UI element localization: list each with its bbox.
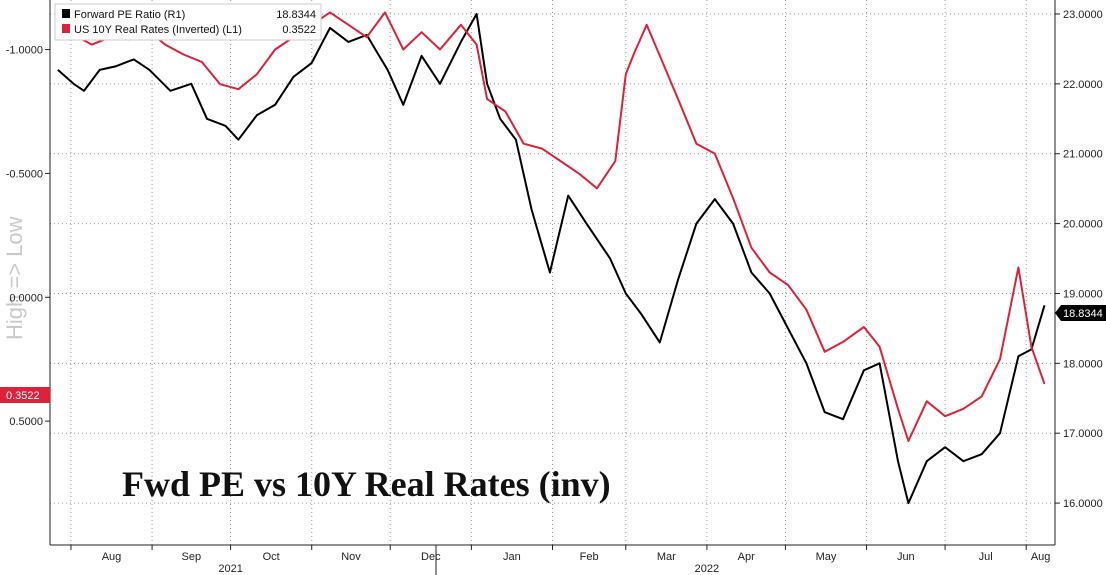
legend-swatch-pe [62, 9, 70, 18]
left-tick-label: 0.5000 [9, 416, 43, 428]
series-line-real-rates [57, 11, 1046, 442]
series-line-forward-pe [57, 13, 1046, 505]
left-tick-label: -1.0000 [6, 45, 43, 57]
x-tick-label: Dec [421, 551, 441, 563]
x-tick-label: Mar [657, 551, 676, 563]
x-tick-label: May [816, 551, 837, 563]
legend: Forward PE Ratio (R1) 18.8344 US 10Y Rea… [54, 3, 322, 41]
x-tick-label: Nov [341, 551, 361, 563]
right-tick-label: 22.0000 [1063, 79, 1103, 91]
right-value-tag: 18.8344 [1055, 305, 1106, 321]
grid-lines [50, 0, 1055, 545]
left-tick-labels: -1.0000 -0.5000 0.0000 0.5000 [6, 45, 50, 428]
right-tick-label: 21.0000 [1063, 149, 1103, 161]
right-value-tag-shape [1055, 305, 1106, 321]
chart-title: Fwd PE vs 10Y Real Rates (inv) [122, 464, 611, 504]
right-tick-labels: 16.0000 17.0000 18.0000 19.0000 20.0000 21.00… [1055, 9, 1103, 510]
x-tick-label: Apr [738, 551, 755, 563]
right-tick-label: 17.0000 [1063, 428, 1103, 440]
x-tick-label: Jan [503, 551, 521, 563]
series-lines [57, 11, 1046, 505]
legend-background [54, 3, 322, 41]
legend-label-real-rates: US 10Y Real Rates (Inverted) (L1) [74, 24, 242, 36]
legend-value-real-rates: 0.3522 [282, 24, 316, 36]
x-tick-label: Aug [1031, 551, 1051, 563]
legend-value-pe: 18.8344 [276, 9, 316, 21]
legend-label-pe: Forward PE Ratio (R1) [74, 9, 185, 21]
right-tick-label: 20.0000 [1063, 219, 1103, 231]
x-year-label: 2022 [695, 563, 719, 575]
x-year-label: 2021 [218, 563, 242, 575]
left-tick-label: 0.0000 [9, 292, 43, 304]
legend-swatch-real-rates [62, 24, 70, 33]
x-tick-label: Sep [182, 551, 202, 563]
x-tick-labels: Aug Sep Oct Nov Dec Jan Feb Mar Apr May Jun Jul Aug 2… [70, 545, 1051, 575]
left-tick-label: -0.5000 [6, 168, 43, 180]
left-axis-title: High => Low [2, 216, 27, 340]
right-tick-label: 23.0000 [1063, 9, 1103, 21]
right-tick-label: 16.0000 [1063, 498, 1103, 510]
left-value-tag-shape [0, 387, 50, 403]
right-tick-label: 19.0000 [1063, 288, 1103, 300]
x-tick-label: Jun [897, 551, 915, 563]
right-tick-label: 18.0000 [1063, 358, 1103, 370]
left-value-tag: 0.3522 [0, 387, 50, 403]
left-value-tag-text: 0.3522 [6, 390, 40, 402]
x-tick-label: Feb [580, 551, 599, 563]
x-tick-label: Jul [979, 551, 993, 563]
x-tick-label: Oct [263, 551, 280, 563]
right-value-tag-text: 18.8344 [1063, 308, 1103, 320]
x-tick-label: Aug [102, 551, 122, 563]
